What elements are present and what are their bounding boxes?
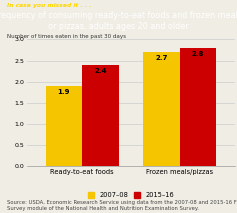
Text: 2.8: 2.8: [192, 51, 204, 57]
Text: In case you missed it . . .: In case you missed it . . .: [7, 3, 91, 8]
Text: 2.4: 2.4: [94, 68, 107, 74]
Text: Source: USDA, Economic Research Service using data from the 2007-08 and 2015-16 : Source: USDA, Economic Research Service …: [7, 200, 237, 211]
Text: 1.9: 1.9: [58, 89, 70, 95]
Bar: [143, 52, 180, 166]
Text: 2.7: 2.7: [155, 55, 168, 62]
Bar: [180, 48, 216, 166]
Text: Number of times eaten in the past 30 days: Number of times eaten in the past 30 day…: [7, 35, 126, 39]
Legend: 2007–08, 2015–16: 2007–08, 2015–16: [87, 192, 174, 198]
Bar: [82, 65, 118, 166]
Text: Frequency of consuming ready-to-eat foods and frozen meals
or pizzas, adults age: Frequency of consuming ready-to-eat food…: [0, 11, 237, 31]
Bar: [46, 86, 82, 166]
